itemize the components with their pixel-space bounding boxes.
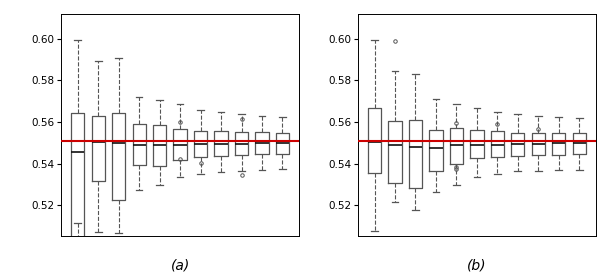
Text: (b): (b) bbox=[467, 259, 487, 272]
Text: (a): (a) bbox=[171, 259, 190, 272]
